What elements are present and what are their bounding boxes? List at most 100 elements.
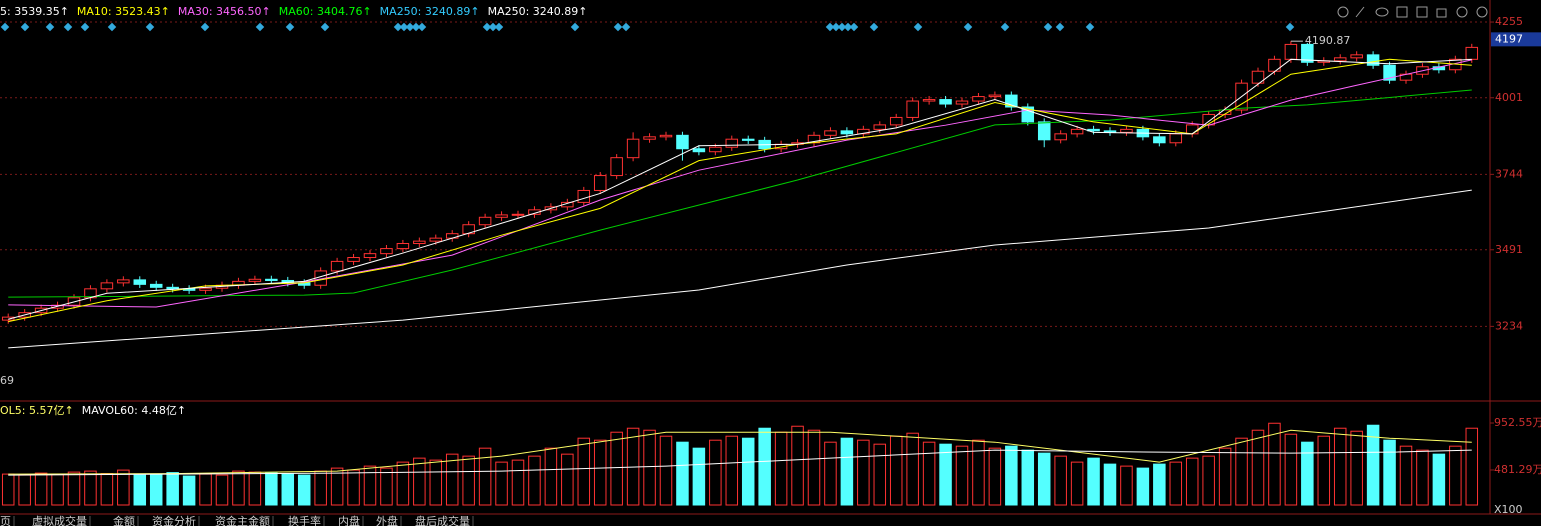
signal-diamond: [320, 22, 330, 32]
volume-bar: [380, 467, 393, 506]
signal-diamond: [417, 22, 427, 32]
volume-bar: [117, 469, 130, 506]
ma-line: [8, 449, 1472, 476]
volume-bar: [791, 425, 804, 506]
indicator-tab[interactable]: 虚拟成交量: [32, 514, 87, 526]
volume-bar: [1333, 427, 1347, 506]
indicator-tab[interactable]: 资金分析: [152, 514, 196, 526]
volume-bar: [511, 459, 525, 506]
volume-bar: [1070, 461, 1084, 506]
toolbar-icons: [1337, 6, 1488, 18]
indicator-tab[interactable]: 资金主金额: [215, 514, 270, 526]
volume-bar: [1268, 422, 1281, 506]
volume-bar: [1136, 467, 1150, 506]
volume-bar: [1185, 457, 1199, 506]
signal-diamond: [488, 22, 498, 32]
candle-body: [100, 282, 114, 290]
indicator-tab[interactable]: 外盘: [376, 514, 398, 526]
volume-bar: [725, 435, 739, 506]
indicator-label: MA250: 3240.89↑: [488, 5, 588, 18]
candle-body: [347, 257, 360, 262]
volume-bar: [462, 455, 475, 506]
y-tick-label: 3744: [1495, 167, 1523, 180]
candle-body: [413, 240, 426, 245]
candle-body: [429, 237, 443, 242]
volume-bar: [1317, 435, 1331, 506]
volume-bar: [413, 457, 426, 506]
candle-body: [133, 279, 147, 285]
icon[interactable]: [1416, 6, 1428, 18]
candle-body: [626, 138, 640, 159]
icon[interactable]: [1436, 8, 1447, 18]
indicator-tab[interactable]: 内盘: [338, 514, 360, 526]
volume-bar: [1, 473, 15, 506]
volume-bar: [1284, 433, 1298, 506]
candle-body: [199, 287, 212, 291]
indicator-label: MA60: 3404.76↑: [279, 5, 372, 18]
indicator-label: OL5: 5.57亿↑: [0, 404, 74, 417]
candle-body: [1120, 128, 1133, 133]
volume-bar: [396, 461, 410, 506]
volume-bar: [1301, 441, 1314, 506]
candle-body: [1268, 58, 1281, 72]
volume-bar: [988, 447, 1002, 506]
volume-bar: [906, 432, 919, 506]
icon[interactable]: [1337, 6, 1349, 18]
candle-body: [117, 279, 130, 284]
y-tick-label: 4001: [1495, 91, 1523, 104]
volume-bar: [495, 461, 508, 506]
candle-body: [1, 316, 15, 321]
volume-bar: [265, 472, 278, 506]
candle-body: [478, 216, 492, 226]
volume-bar: [445, 453, 459, 506]
volume-bar: [528, 455, 541, 506]
icon[interactable]: [1396, 6, 1408, 18]
candle-body: [380, 248, 393, 255]
volume-bar: [807, 429, 821, 506]
volume-bar: [1005, 445, 1018, 506]
volume-bar: [1235, 437, 1248, 506]
volume-bar: [1153, 463, 1166, 506]
icon[interactable]: [1456, 6, 1468, 18]
volume-bar: [1399, 445, 1413, 506]
indicator-tab[interactable]: 金额: [113, 514, 135, 526]
candle-body: [593, 175, 607, 191]
indicator-tab[interactable]: 页: [0, 515, 11, 526]
candle-body: [330, 260, 344, 272]
volume-bar: [149, 473, 163, 506]
icon[interactable]: [1476, 6, 1488, 18]
candle-body: [1251, 70, 1265, 84]
volume-bar: [133, 474, 147, 506]
volume-bar: [692, 447, 706, 506]
volume-bar: [1350, 430, 1363, 506]
volume-bar: [347, 469, 360, 506]
candle-body: [1021, 106, 1035, 123]
volume-bar: [758, 427, 771, 506]
indicator-label: MA250: 3240.89↑: [380, 5, 480, 18]
volume-bar: [248, 471, 262, 506]
low-annotation: 69: [0, 374, 14, 387]
y-tick-label: 952.55万: [1494, 416, 1541, 429]
candle-body: [1301, 43, 1314, 63]
indicator-label: 5: 3539.35↑: [0, 5, 69, 18]
candle-body: [676, 134, 689, 150]
candle-body: [922, 99, 936, 102]
candle-body: [495, 214, 508, 218]
icon[interactable]: [1355, 6, 1365, 18]
volume-bar: [1251, 429, 1265, 506]
indicator-tab[interactable]: 盘后成交量: [415, 514, 470, 526]
y-tick-label: 3491: [1495, 243, 1523, 256]
volume-bar: [314, 470, 327, 506]
volume-bar: [955, 445, 969, 506]
volume-bar: [297, 474, 311, 506]
candle-body: [1465, 46, 1479, 60]
volume-bar: [1449, 445, 1462, 506]
icon[interactable]: [1375, 7, 1389, 17]
candle-body: [1350, 54, 1363, 59]
signal-diamond: [482, 22, 492, 32]
candle-body: [643, 136, 656, 140]
volume-bar: [478, 447, 492, 506]
indicator-tab[interactable]: 换手率: [288, 514, 321, 526]
candle-body: [445, 233, 459, 239]
volume-bar: [34, 472, 48, 506]
